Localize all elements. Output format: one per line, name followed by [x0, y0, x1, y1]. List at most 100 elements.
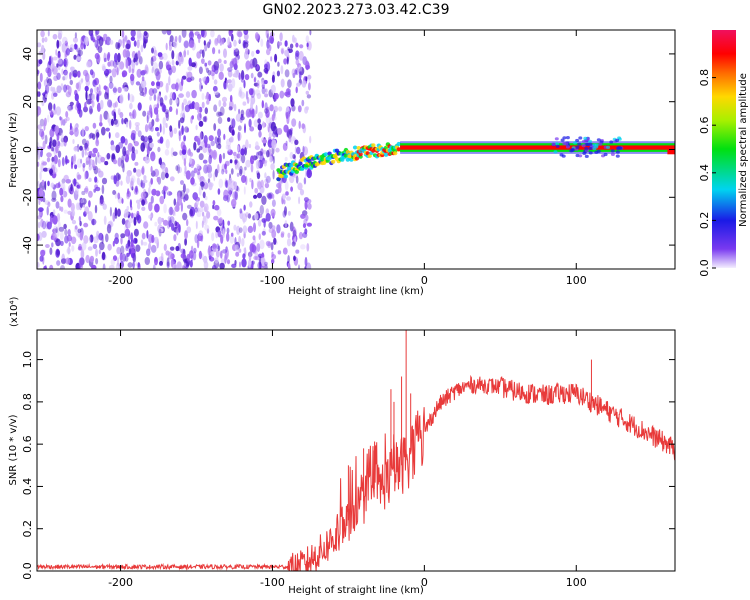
noise-speckle — [250, 108, 256, 118]
noise-speckle — [196, 210, 202, 218]
noise-speckle — [115, 132, 120, 139]
noise-speckle — [114, 213, 118, 219]
noise-speckle — [97, 151, 100, 158]
noise-speckle — [236, 172, 240, 177]
noise-speckle — [94, 176, 98, 183]
noise-speckle — [276, 224, 281, 234]
noise-speckle — [225, 180, 228, 188]
noise-speckle — [164, 109, 170, 115]
noise-speckle — [77, 49, 83, 56]
noise-speckle — [227, 220, 231, 226]
noise-speckle — [91, 100, 95, 108]
noise-speckle — [157, 216, 163, 225]
noise-speckle — [56, 260, 61, 266]
noise-speckle — [37, 150, 41, 161]
noise-speckle — [244, 123, 246, 134]
noise-speckle — [282, 247, 288, 255]
noise-speckle — [199, 82, 203, 92]
noise-speckle — [134, 185, 139, 193]
noise-speckle — [275, 147, 280, 153]
noise-speckle — [95, 30, 100, 35]
noise-speckle — [245, 108, 251, 118]
noise-speckle — [147, 110, 151, 116]
noise-speckle — [245, 212, 250, 218]
noise-speckle — [57, 58, 63, 65]
noise-speckle — [181, 77, 184, 87]
noise-speckle — [56, 249, 60, 256]
noise-speckle — [46, 157, 51, 163]
noise-speckle — [152, 264, 156, 269]
noise-speckle — [133, 40, 137, 47]
noise-speckle — [137, 262, 140, 268]
noise-speckle — [186, 77, 192, 83]
signal-blob — [592, 143, 597, 147]
noise-speckle — [78, 47, 81, 57]
noise-speckle — [150, 125, 154, 132]
noise-speckle — [73, 146, 78, 152]
x-tick-label: 100 — [566, 274, 587, 287]
noise-speckle — [55, 49, 58, 56]
noise-speckle — [155, 117, 160, 123]
noise-speckle — [50, 147, 54, 152]
noise-speckle — [131, 146, 135, 154]
noise-speckle — [67, 198, 72, 208]
noise-speckle — [301, 99, 305, 107]
noise-speckle — [290, 98, 295, 107]
noise-speckle — [39, 128, 45, 138]
noise-speckle — [84, 126, 90, 132]
noise-speckle — [285, 140, 288, 146]
noise-speckle — [305, 90, 309, 95]
noise-speckle — [71, 155, 74, 166]
noise-speckle — [305, 35, 310, 43]
noise-speckle — [276, 70, 280, 77]
noise-speckle — [234, 48, 240, 57]
noise-speckle — [301, 123, 306, 130]
noise-speckle — [291, 118, 297, 127]
colorbar-label: Normalized spectral amplitude — [738, 73, 749, 227]
noise-speckle — [46, 206, 49, 216]
noise-speckle — [180, 253, 186, 259]
noise-speckle — [112, 240, 115, 247]
noise-speckle — [234, 190, 238, 201]
noise-speckle — [305, 214, 309, 221]
noise-speckle — [144, 156, 150, 164]
noise-speckle — [132, 109, 137, 119]
noise-speckle — [43, 265, 47, 269]
noise-speckle — [110, 175, 115, 180]
snr-xlabel: Height of straight line (km) — [288, 585, 424, 596]
noise-speckle — [125, 121, 129, 128]
signal-blob — [581, 144, 586, 148]
signal-blob — [371, 143, 376, 148]
noise-speckle — [121, 30, 125, 38]
noise-speckle — [284, 40, 288, 47]
noise-speckle — [67, 85, 72, 96]
noise-speckle — [218, 49, 221, 54]
noise-speckle — [215, 250, 220, 258]
noise-speckle — [261, 100, 264, 109]
noise-speckle — [81, 127, 85, 138]
noise-speckle — [240, 76, 245, 83]
y-tick-label: 1.0 — [21, 351, 34, 369]
noise-speckle — [121, 70, 128, 77]
noise-speckle — [212, 47, 216, 55]
noise-speckle — [56, 39, 60, 49]
signal-band-core — [400, 145, 675, 150]
noise-speckle — [63, 69, 68, 76]
noise-speckle — [168, 44, 172, 52]
noise-speckle — [217, 58, 222, 64]
noise-speckle — [60, 240, 64, 246]
noise-speckle — [240, 109, 245, 117]
y-tick-label: 0.0 — [21, 562, 34, 580]
noise-speckle — [228, 190, 233, 196]
noise-speckle — [286, 238, 292, 247]
noise-speckle — [42, 161, 47, 166]
noise-speckle — [37, 262, 40, 268]
noise-speckle — [227, 36, 231, 46]
noise-speckle — [280, 78, 285, 88]
noise-speckle — [256, 172, 261, 180]
noise-speckle — [180, 202, 183, 212]
signal-blob — [615, 154, 620, 158]
noise-speckle — [176, 261, 182, 269]
noise-speckle — [99, 241, 105, 251]
noise-speckle — [71, 209, 76, 217]
